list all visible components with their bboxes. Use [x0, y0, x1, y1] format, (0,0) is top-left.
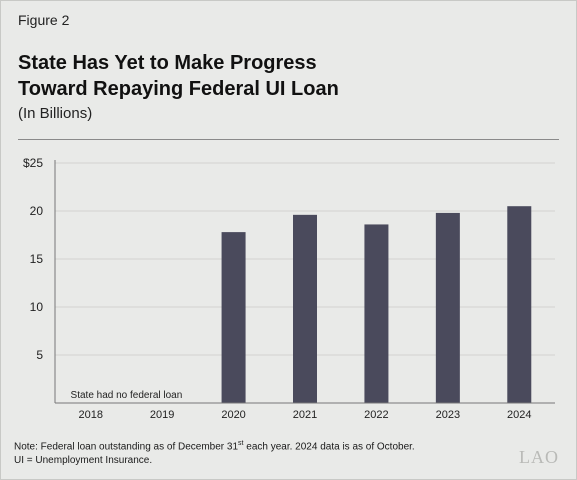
- chart-note-abbreviation: UI = Unemployment Insurance.: [14, 455, 153, 466]
- chart-title: State Has Yet to Make Progress Toward Re…: [18, 50, 558, 102]
- note-text-suffix: each year. 2024 data is as of October.: [243, 441, 415, 453]
- note-superscript: st: [238, 440, 244, 447]
- bar-2024: [507, 206, 532, 403]
- figure-label: Figure 2: [18, 12, 70, 28]
- chart-title-line2: Toward Repaying Federal UI Loan: [18, 78, 339, 100]
- y-tick-label: $25: [23, 156, 43, 170]
- chart-title-line1: State Has Yet to Make Progress: [18, 52, 317, 74]
- x-tick-label: 2023: [436, 409, 460, 421]
- x-tick-label: 2018: [78, 409, 102, 421]
- chart-note: Note: Federal loan outstanding as of Dec…: [14, 436, 415, 455]
- no-loan-annotation: State had no federal loan: [71, 390, 183, 401]
- bar-2020: [221, 232, 246, 403]
- y-tick-label: 5: [36, 348, 43, 362]
- x-tick-label: 2019: [150, 409, 174, 421]
- chart-subtitle: (In Billions): [18, 105, 93, 122]
- y-tick-label: 10: [30, 300, 44, 314]
- title-divider: [18, 139, 559, 140]
- bar-2023: [435, 212, 460, 403]
- bar-chart: 5 10 15 20 $25 2018 2019 2020 2021 2022 2023 2024 St…: [23, 156, 555, 421]
- x-tick-label: 2020: [221, 409, 245, 421]
- bar-2021: [293, 214, 317, 403]
- y-tick-label: 15: [30, 252, 44, 266]
- y-tick-label: 20: [30, 204, 44, 218]
- x-tick-label: 2022: [364, 409, 388, 421]
- bar-2022: [364, 224, 389, 403]
- lao-logo: LAO: [519, 447, 559, 467]
- note-text: Note: Federal loan outstanding as of Dec…: [14, 441, 239, 453]
- x-tick-label: 2021: [293, 409, 317, 421]
- x-tick-label: 2024: [507, 409, 531, 421]
